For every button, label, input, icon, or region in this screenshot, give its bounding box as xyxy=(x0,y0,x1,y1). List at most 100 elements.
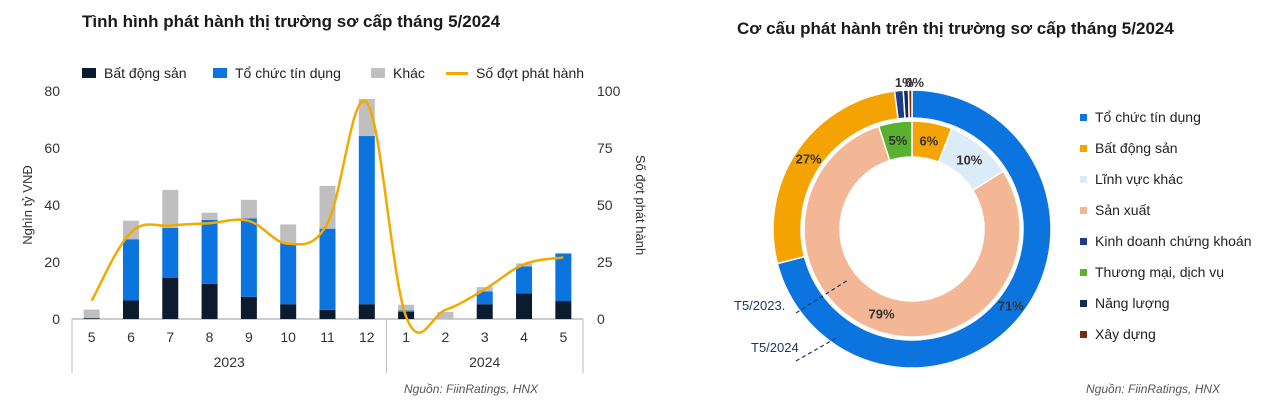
bar-segment xyxy=(398,310,415,312)
donut-legend-label: Lĩnh vực khác xyxy=(1095,171,1183,187)
donut-legend-label: Xây dựng xyxy=(1095,326,1156,342)
donut-data-label: 71% xyxy=(998,299,1024,314)
bar-segment xyxy=(83,318,100,319)
bar-segment xyxy=(555,253,572,302)
bar-segment xyxy=(201,283,218,319)
bar-segment xyxy=(280,304,297,319)
bar-segment xyxy=(162,227,179,278)
donut-legend-label: Kinh doanh chứng khoán xyxy=(1095,233,1252,249)
donut-legend-swatch xyxy=(1080,237,1087,245)
legend-swatch xyxy=(371,68,385,78)
left-chart-source: Nguồn: FiinRatings, HNX xyxy=(404,382,539,396)
y-left-axis-title: Nghìn tỷ VNĐ xyxy=(20,165,35,244)
legend-label: Khác xyxy=(393,65,425,81)
x-tick-label: 11 xyxy=(320,329,335,345)
right-chart-title: Cơ cấu phát hành trên thị trường sơ cấp … xyxy=(737,19,1174,38)
x-tick-label: 10 xyxy=(280,329,296,345)
bar-segment xyxy=(358,136,375,305)
x-tick-label: 3 xyxy=(481,329,489,345)
donut-legend-swatch xyxy=(1080,113,1087,121)
x-tick-label: 2 xyxy=(442,329,450,345)
bar-segment xyxy=(162,277,179,319)
legend-swatch xyxy=(82,68,96,78)
bar-segment xyxy=(398,304,415,311)
legend-item: Tổ chức tín dụng xyxy=(213,65,341,81)
donut-legend-swatch xyxy=(1080,206,1087,214)
x-tick-label: 7 xyxy=(166,329,174,345)
y-right-tick-label: 50 xyxy=(597,197,613,213)
donut-legend-label: Thương mại, dịch vụ xyxy=(1095,264,1225,280)
donut-legend-swatch xyxy=(1080,144,1087,152)
bar-segment xyxy=(122,220,139,240)
bar-segment xyxy=(319,228,336,310)
bar-segment xyxy=(240,296,257,319)
donut-legend-item: Bất động sản xyxy=(1080,140,1178,156)
legend-item: Bất động sản xyxy=(82,65,187,81)
donut-legend-label: Tổ chức tín dụng xyxy=(1095,109,1201,125)
right-chart-source: Nguồn: FiinRatings, HNX xyxy=(1086,382,1221,396)
donut-data-label: 0% xyxy=(905,75,924,90)
bar-segment xyxy=(555,301,572,319)
y-right-tick-label: 100 xyxy=(597,83,621,99)
inner-ring-label: T5/2023. xyxy=(734,298,785,313)
donut-data-label: 1% xyxy=(895,75,914,90)
donut-legend-swatch xyxy=(1080,299,1087,307)
bar-segment xyxy=(319,185,336,229)
y-right-tick-label: 75 xyxy=(597,140,613,156)
y-left-tick-label: 80 xyxy=(44,83,60,99)
donut-legend-swatch xyxy=(1080,268,1087,276)
donut-data-label: 6% xyxy=(919,134,938,149)
bar-segment xyxy=(319,309,336,319)
bar-segment xyxy=(240,218,257,297)
bar-segment xyxy=(122,300,139,319)
y-right-tick-label: 25 xyxy=(597,254,613,270)
donut-legend-item: Xây dựng xyxy=(1080,326,1156,342)
donut-legend-label: Sản xuất xyxy=(1095,202,1151,218)
legend-swatch xyxy=(213,68,227,78)
left-chart-title: Tình hình phát hành thị trường sơ cấp th… xyxy=(82,12,501,31)
bar-segment xyxy=(516,266,533,294)
donut-data-label: 10% xyxy=(956,153,982,168)
x-axis-group-label: 2024 xyxy=(469,354,500,370)
legend-label: Bất động sản xyxy=(104,65,187,81)
legend-line-swatch xyxy=(446,71,468,75)
bar-segment xyxy=(83,309,100,319)
legend-item: Số đợt phát hành xyxy=(446,65,584,81)
bar-segment xyxy=(437,311,454,319)
inner-ring-slice xyxy=(877,120,913,162)
legend-label: Số đợt phát hành xyxy=(476,65,585,81)
y-left-tick-label: 60 xyxy=(44,140,60,156)
donut-data-label: 79% xyxy=(868,307,894,322)
x-tick-label: 9 xyxy=(245,329,253,345)
bar-segment xyxy=(476,291,493,305)
bar-segment xyxy=(162,189,179,228)
donut-data-label: 27% xyxy=(796,152,822,167)
y-left-tick-label: 0 xyxy=(52,311,60,327)
donut-legend-item: Lĩnh vực khác xyxy=(1080,171,1183,187)
inner-ring-callout-line xyxy=(795,279,849,314)
donut-data-label: 5% xyxy=(889,133,908,148)
x-tick-label: 5 xyxy=(88,329,96,345)
y-right-tick-label: 0 xyxy=(597,311,605,327)
y-left-tick-label: 20 xyxy=(44,254,60,270)
donut-legend-swatch xyxy=(1080,175,1087,183)
x-tick-label: 5 xyxy=(559,329,567,345)
bar-segment xyxy=(201,212,218,220)
donut-legend-item: Năng lượng xyxy=(1080,295,1170,311)
donut-legend-swatch xyxy=(1080,330,1087,338)
donut-legend-label: Năng lượng xyxy=(1095,295,1170,311)
issuance-count-line xyxy=(90,99,564,334)
x-tick-label: 4 xyxy=(520,329,528,345)
donut-legend-item: Thương mại, dịch vụ xyxy=(1080,264,1224,280)
bar-segment xyxy=(358,304,375,319)
donut-legend-item: Kinh doanh chứng khoán xyxy=(1080,233,1252,249)
bar-segment xyxy=(240,199,257,219)
legend-label: Tổ chức tín dụng xyxy=(235,65,341,81)
donut-legend-item: Tổ chức tín dụng xyxy=(1080,109,1201,125)
x-tick-label: 12 xyxy=(359,329,375,345)
x-tick-label: 8 xyxy=(206,329,214,345)
outer-ring-slice xyxy=(907,89,913,119)
bar-segment xyxy=(201,219,218,284)
bar-segment xyxy=(280,224,297,243)
